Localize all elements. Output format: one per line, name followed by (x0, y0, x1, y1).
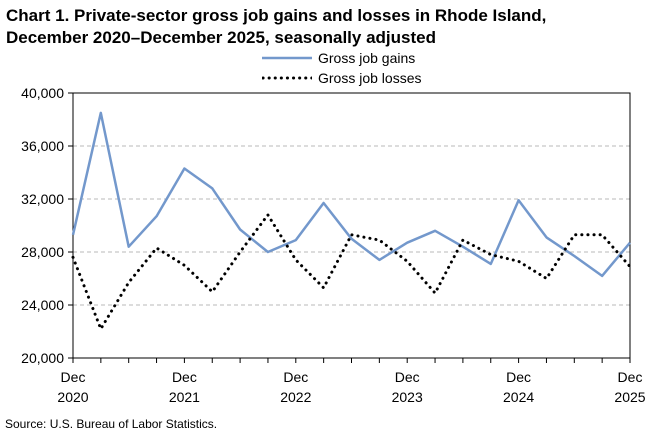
x-tick-label-month: Dec (506, 369, 531, 385)
y-tick-label-40000: 40,000 (21, 85, 64, 101)
legend-label-losses: Gross job losses (318, 70, 422, 86)
legend: Gross job gains Gross job losses (262, 48, 421, 88)
legend-swatch-gains (262, 53, 312, 63)
chart-title: Chart 1. Private-sector gross job gains … (6, 5, 656, 49)
x-tick-label-month: Dec (172, 369, 197, 385)
y-tick-label-32000: 32,000 (21, 191, 64, 207)
plot-frame (72, 92, 631, 359)
axes (68, 92, 631, 363)
x-tick-label-year: 2025 (614, 389, 645, 405)
x-tick-label-2021: Dec 2021 (169, 369, 200, 405)
y-tick-label-28000: 28,000 (21, 244, 64, 260)
legend-label-gains: Gross job gains (318, 50, 416, 66)
source-note: Source: U.S. Bureau of Labor Statistics. (5, 417, 218, 431)
x-tick-label-2023: Dec 2023 (392, 369, 423, 405)
x-tick-label-2024: Dec 2024 (503, 369, 534, 405)
x-tick-label-year: 2024 (503, 389, 534, 405)
chart-title-line-1: Chart 1. Private-sector gross job gains … (6, 6, 547, 25)
x-tick-label-year: 2022 (280, 389, 311, 405)
series-lines (71, 111, 632, 331)
x-tick-label-year: 2023 (392, 389, 423, 405)
gridlines (73, 145, 630, 306)
series-line-gross-job-gains (71, 111, 631, 278)
legend-item-gains: Gross job gains (262, 48, 421, 68)
x-tick-labels: Dec 2020 Dec 2021 Dec 2022 Dec 2023 Dec 2024 Dec 20… (57, 369, 645, 405)
x-tick-label-year: 2021 (169, 389, 200, 405)
x-tick-label-month: Dec (395, 369, 420, 385)
x-tick-label-2025: Dec 2025 (614, 369, 645, 405)
chart-title-line-2: December 2020–December 2025, seasonally … (6, 28, 436, 47)
legend-item-losses: Gross job losses (262, 68, 421, 88)
y-tick-label-20000: 20,000 (21, 350, 64, 366)
x-tick-label-month: Dec (618, 369, 643, 385)
x-tick-label-2020: Dec 2020 (57, 369, 88, 405)
y-tick-labels: 20,000 24,000 28,000 32,000 36,000 40,000 (21, 85, 64, 366)
legend-swatch-losses (262, 73, 312, 83)
x-tick-label-month: Dec (61, 369, 86, 385)
y-tick-label-24000: 24,000 (21, 297, 64, 313)
x-tick-label-year: 2020 (57, 389, 88, 405)
x-tick-label-2022: Dec 2022 (280, 369, 311, 405)
y-tick-label-36000: 36,000 (21, 138, 64, 154)
x-tick-label-month: Dec (283, 369, 308, 385)
series-line-gross-job-losses (71, 213, 632, 331)
